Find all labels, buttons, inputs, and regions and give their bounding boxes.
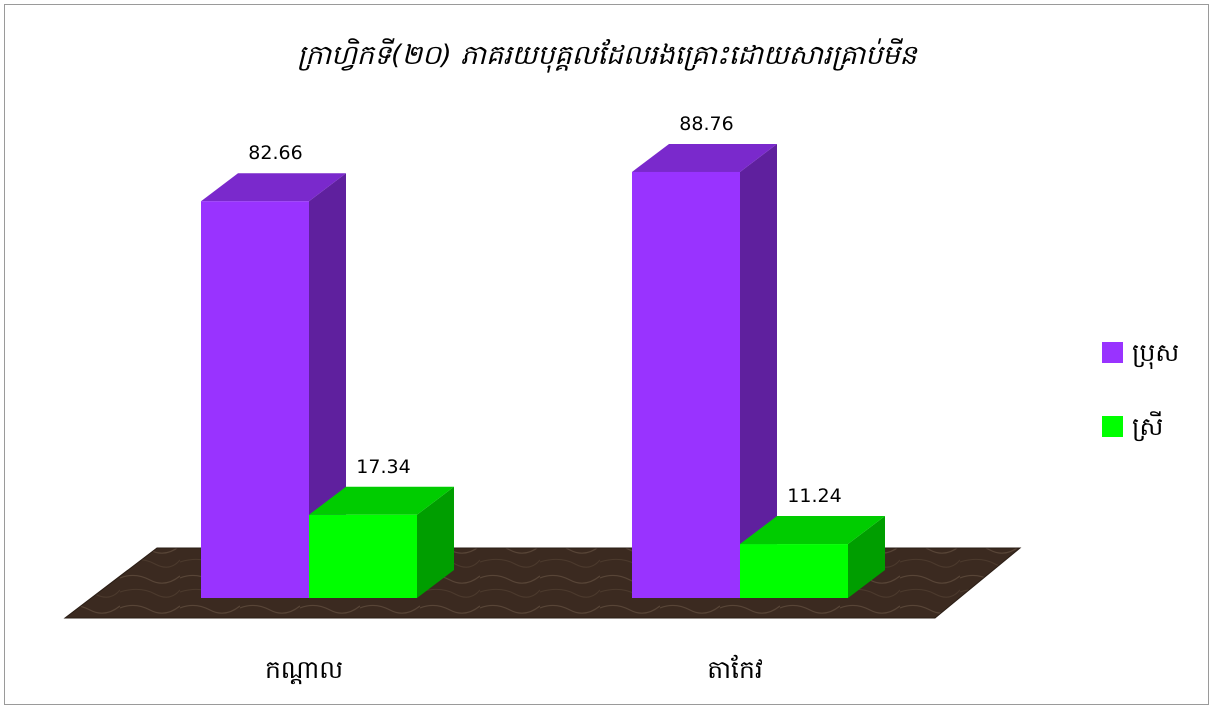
data-label: 82.66 bbox=[248, 142, 302, 164]
category-label: កណ្ដាល bbox=[265, 655, 343, 685]
chart-title: ក្រាហ្វិកទី(២០) ភាគរយបុគ្គលដែលរងគ្រោះដោយ… bbox=[297, 38, 918, 73]
legend-label: ប្រុស bbox=[1132, 338, 1179, 369]
legend-item-female: ស្រី bbox=[1102, 411, 1163, 442]
bar-side-face bbox=[309, 173, 346, 598]
legend-swatch bbox=[1102, 342, 1123, 363]
chart-frame bbox=[4, 4, 1209, 705]
legend-swatch bbox=[1102, 416, 1123, 437]
bar-front-face bbox=[740, 544, 848, 598]
data-label: 88.76 bbox=[679, 113, 733, 135]
data-label: 11.24 bbox=[787, 485, 841, 507]
bar-front-face bbox=[201, 201, 309, 598]
bar-top-face bbox=[309, 486, 454, 515]
bar-female-1 bbox=[309, 486, 454, 598]
bar-female-2 bbox=[740, 516, 885, 598]
bar-male-2 bbox=[632, 143, 777, 598]
bar-side-face bbox=[740, 143, 777, 598]
bar-front-face bbox=[632, 171, 740, 598]
legend-item-male: ប្រុស bbox=[1102, 338, 1179, 369]
bar-top-face bbox=[201, 173, 346, 202]
bar-side-face bbox=[417, 486, 454, 598]
bar-male-1 bbox=[201, 173, 346, 598]
bar-top-face bbox=[740, 516, 885, 545]
legend-label: ស្រី bbox=[1132, 411, 1163, 442]
data-label: 17.34 bbox=[356, 456, 410, 478]
category-label: តាកែវ bbox=[707, 654, 763, 684]
bar-top-face bbox=[632, 143, 777, 172]
bar-front-face bbox=[309, 514, 417, 598]
bar-side-face bbox=[848, 516, 885, 598]
